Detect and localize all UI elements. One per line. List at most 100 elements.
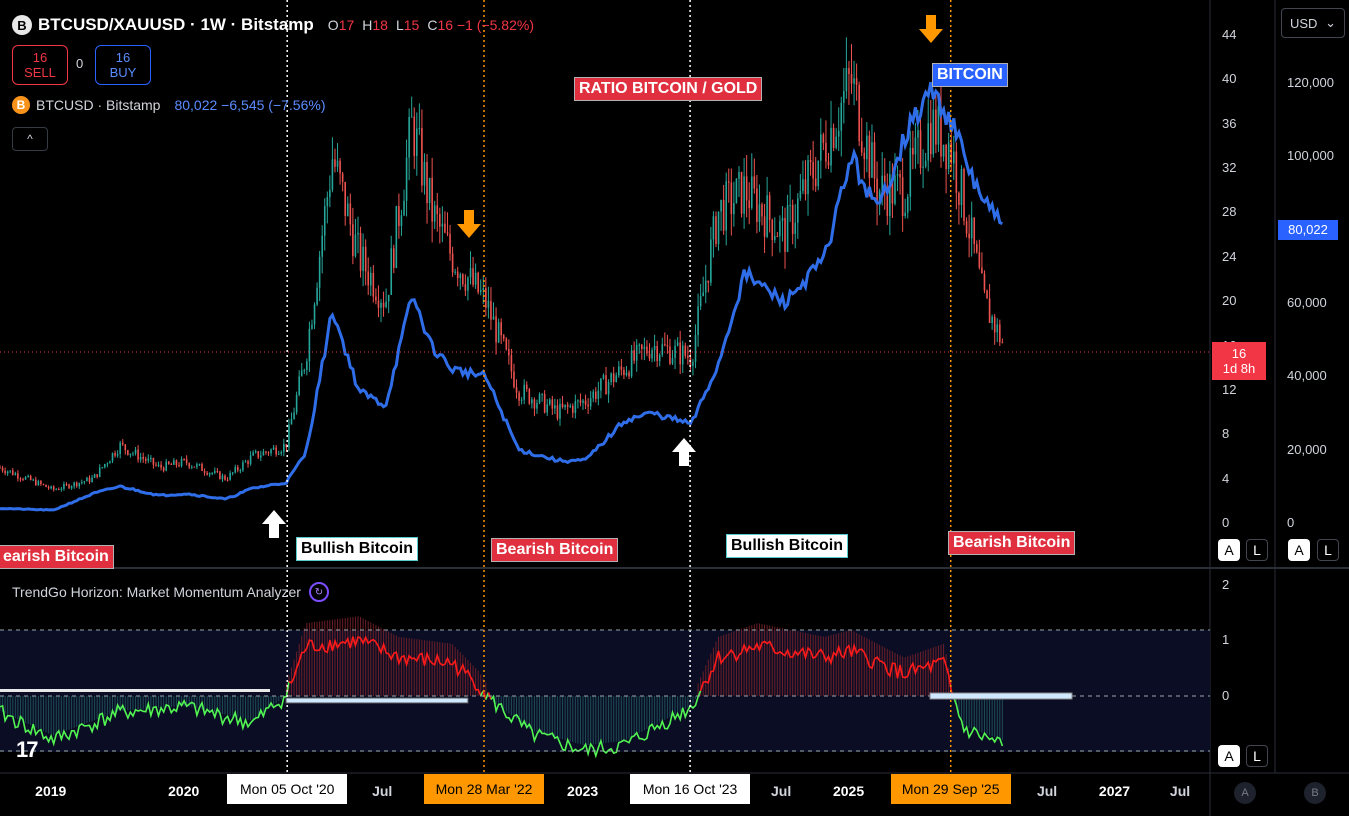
ratio-axis-tick: 32 [1222,160,1237,176]
auto-scale-button[interactable]: A [1288,539,1310,561]
ohlc-low: L15 [395,17,420,33]
candle-body [482,288,485,291]
candle-body [929,123,932,155]
candle-body [349,203,352,225]
candle-body [817,160,820,187]
bitcoin-label: BITCOIN [932,63,1008,87]
candle-body [22,478,24,480]
oscillator-axis-tick: 2 [1222,577,1230,592]
candle-body [937,106,940,145]
bearish-label: earish Bitcoin [0,545,114,569]
candle-body [201,463,203,472]
buy-button[interactable]: 16 BUY [95,45,151,85]
corner-button-a[interactable]: A [1234,782,1256,804]
candle-body [237,467,239,471]
arrow-up-icon [262,510,286,538]
candle-body [346,203,349,216]
candle-body [809,160,812,163]
indicator-title: TrendGo Horizon: Market Momentum Analyze… [12,584,301,600]
candle-body [756,188,758,222]
oscillator-line-bearish [0,681,290,747]
time-axis-label: 2019 [35,783,67,799]
candle-body [947,142,950,170]
refresh-icon[interactable]: ↻ [308,582,329,602]
oscillator-line-bullish [699,640,955,698]
candle-body [597,390,600,399]
indicator-legend[interactable]: TrendGo Horizon: Market Momentum Analyze… [12,582,329,602]
usd-axis-tick: 60,000 [1287,295,1327,310]
candle-body [331,159,334,190]
spread-value: 0 [76,56,84,71]
candle-body [418,128,421,130]
candle-body [341,173,344,182]
candle-body [380,302,382,308]
sell-button[interactable]: 16 SELL [12,45,68,85]
candle-body [29,475,32,481]
compare-series-legend[interactable]: B BTCUSD · Bitstamp 80,022 −6,545 (−7.56… [12,96,325,114]
usd-axis-tick: 40,000 [1287,368,1327,384]
candle-body [63,484,65,489]
ratio-axis-tick: 12 [1222,381,1237,397]
candle-body [638,344,641,346]
candle-body [27,475,29,477]
candle-body [605,375,607,395]
candle-body [334,159,336,167]
candle-body [845,68,848,92]
candle-body [720,200,722,212]
ratio-axis-tick: 44 [1222,27,1237,42]
collapse-legend-button[interactable]: ^ [12,127,48,151]
candle-body [257,451,260,458]
candle-body [104,464,106,468]
candle-body [784,217,786,252]
candle-body [185,459,188,464]
candle-body [773,236,776,241]
candle-body [697,306,699,336]
candle-body [114,452,116,456]
candle-body [96,474,98,477]
candle-body [541,393,543,395]
ratio-axis-tick: 4 [1222,470,1230,486]
log-scale-button[interactable]: L [1317,539,1339,561]
candle-body [231,472,234,474]
candle-body [234,467,237,473]
symbol-header[interactable]: B BTCUSD/XAUUSD · 1W · Bitstamp O17 H18 … [12,8,534,42]
candle-body [620,366,623,370]
corner-button-b[interactable]: B [1304,782,1326,804]
chevron-up-icon: ^ [27,132,33,146]
candle-body [14,473,17,476]
candle-body [336,160,339,167]
log-scale-button[interactable]: L [1246,745,1268,767]
candle-body [323,206,326,236]
candle-body [730,182,733,215]
tradingview-logo-icon[interactable]: 17 [16,737,39,762]
auto-scale-button[interactable]: A [1218,539,1240,561]
candle-body [477,272,479,293]
candle-body [848,68,850,74]
candle-body [0,467,1,469]
candle-body [88,477,91,483]
candle-body [495,316,497,343]
candle-body [369,272,372,286]
candle-body [81,482,83,484]
candle-body [193,466,196,468]
candle-body [520,399,523,401]
candle-body [554,405,556,409]
candle-body [157,464,160,466]
candle-body [362,246,364,271]
candle-body [610,373,612,383]
candle-body [155,464,157,466]
candle-body [444,223,446,233]
candle-body [293,412,295,420]
candle-body [546,404,549,413]
candle-body [528,389,531,404]
auto-scale-button[interactable]: A [1218,745,1240,767]
candle-body [906,196,909,213]
candle-body [536,402,538,409]
candle-body [469,268,472,278]
candle-body [147,458,150,461]
currency-select[interactable]: USD ⌄ [1281,8,1345,38]
candle-body [101,467,104,469]
log-scale-button[interactable]: L [1246,539,1268,561]
candle-body [804,179,807,195]
